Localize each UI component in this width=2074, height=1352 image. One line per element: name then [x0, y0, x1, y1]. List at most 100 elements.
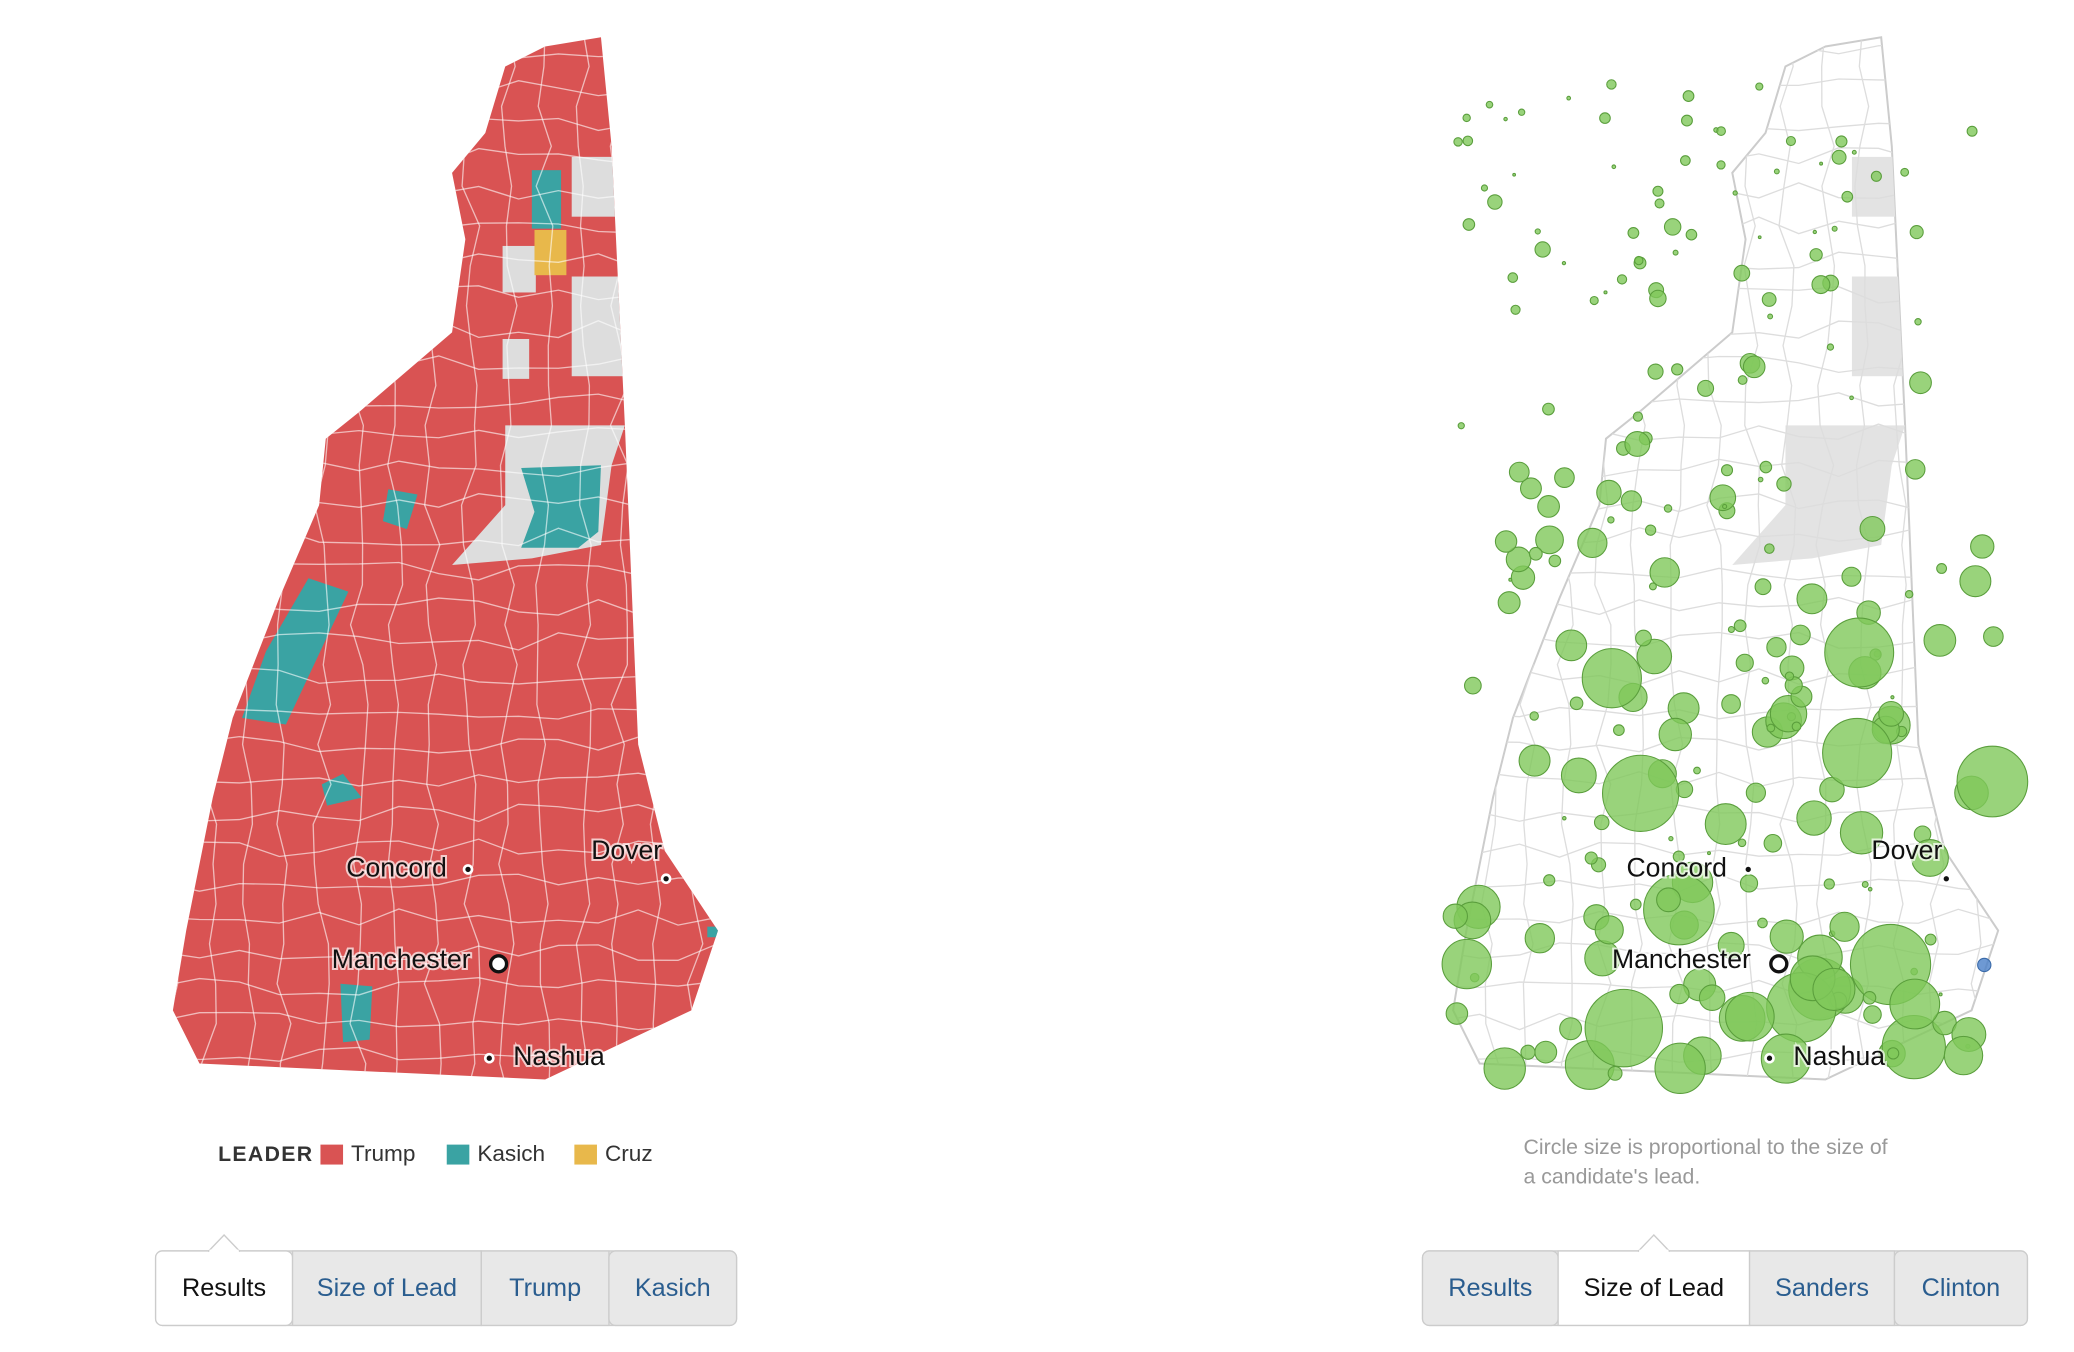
town-border — [1453, 286, 1999, 304]
town-border — [1453, 251, 1999, 270]
town-border — [2002, 27, 2020, 1104]
tab[interactable] — [1748, 1250, 1896, 1327]
town-border — [172, 115, 718, 132]
town-border — [1453, 320, 1999, 339]
city-dot — [1764, 1052, 1775, 1064]
lead-circle — [1849, 395, 1854, 401]
lead-circle — [1616, 274, 1628, 285]
lead-circle — [1761, 676, 1770, 685]
lead-circle — [1704, 803, 1747, 846]
tab[interactable] — [608, 1250, 738, 1327]
town-border — [172, 319, 718, 340]
lead-circle — [1613, 724, 1625, 737]
lead-circle — [1870, 170, 1882, 182]
tab-label[interactable]: Size of Lead — [317, 1274, 457, 1302]
lead-circle — [1862, 991, 1877, 1005]
legend-label: Trump — [351, 1141, 415, 1166]
tab[interactable] — [480, 1250, 610, 1327]
lead-circle — [1764, 543, 1775, 554]
lead-circle — [1599, 112, 1611, 124]
tab[interactable] — [291, 1250, 482, 1327]
town-border — [172, 218, 718, 235]
tab-label[interactable]: Sanders — [1775, 1274, 1869, 1302]
lead-circle — [1737, 838, 1747, 848]
lead-circle — [1584, 988, 1664, 1068]
lead-circle — [1652, 185, 1664, 197]
lead-circle — [1970, 534, 1995, 559]
lead-circle — [1956, 745, 2029, 818]
lead-circle — [1784, 671, 1795, 681]
tab-label[interactable]: Size of Lead — [1584, 1274, 1724, 1302]
town-border — [172, 873, 718, 892]
lead-circle — [1889, 978, 1941, 1030]
lead-circle — [1534, 228, 1541, 235]
tab-label[interactable]: Clinton — [1922, 1274, 2001, 1302]
town-border — [172, 43, 718, 62]
lead-circle — [1462, 218, 1476, 231]
lead-circle — [1878, 700, 1905, 727]
lead-circle — [1627, 227, 1640, 239]
lead-circle — [1643, 873, 1715, 946]
lead-circle — [1603, 290, 1608, 295]
lead-circle — [1733, 264, 1751, 282]
lead-circle — [1636, 638, 1673, 675]
town-border — [172, 708, 718, 720]
city-dot — [1940, 873, 1952, 885]
note: a candidate's lead. — [1524, 1164, 1701, 1188]
lead-circle — [1668, 835, 1674, 842]
town-border — [1453, 769, 1999, 788]
lead-circle — [1519, 477, 1542, 500]
lead-circle — [1835, 135, 1848, 148]
city-dot — [488, 954, 509, 974]
lead-circle — [1682, 90, 1695, 102]
lead-circle — [1791, 721, 1802, 732]
lead-circle — [1508, 577, 1513, 582]
lead-circle — [1654, 1042, 1706, 1094]
tab-label[interactable]: Kasich — [635, 1274, 711, 1302]
tab-pointer-cover — [209, 1249, 239, 1254]
lead-circle — [1624, 431, 1651, 457]
lead-circle — [1601, 754, 1680, 832]
lead-circle — [1936, 563, 1948, 574]
lead-circle — [1759, 460, 1773, 474]
lead-circle — [1594, 915, 1624, 945]
lead-circle — [1698, 984, 1726, 1011]
lead-circle — [1757, 476, 1764, 483]
lead-circle — [1649, 557, 1680, 588]
lead-circle — [1822, 717, 1893, 789]
town-border — [722, 27, 740, 1104]
lead-circle — [1725, 991, 1775, 1042]
tab[interactable] — [1557, 1250, 1751, 1327]
lead-circle — [1831, 225, 1838, 232]
city-label: Nashua — [1793, 1041, 1885, 1071]
lead-circle — [1924, 933, 1937, 946]
lead-circle — [1776, 476, 1792, 492]
lead-circle — [1508, 461, 1530, 483]
lead-circle — [1911, 839, 1949, 877]
lead-circle — [1518, 744, 1551, 777]
town-border — [575, 37, 592, 1080]
lead-circle — [1760, 1033, 1811, 1084]
lead-circle — [1634, 255, 1644, 266]
lead-circle — [1859, 515, 1886, 542]
town-border — [1453, 841, 1999, 858]
lead-circle — [1737, 375, 1748, 385]
tab-label[interactable]: Results — [1448, 1274, 1532, 1302]
tab-label[interactable]: Results — [182, 1274, 266, 1302]
lead-circle — [1497, 591, 1521, 615]
lead-circle — [1886, 1047, 1900, 1060]
tab[interactable] — [1893, 1250, 2029, 1327]
lead-circle — [1607, 516, 1615, 524]
city-label: Dover — [591, 835, 662, 865]
lead-circle — [1528, 546, 1543, 561]
town-border — [1453, 43, 1999, 59]
lead-circle — [1900, 167, 1910, 177]
lead-circle — [1757, 235, 1762, 240]
legend-title: LEADER — [218, 1142, 313, 1166]
lead-circle — [1819, 161, 1824, 166]
legend-swatch — [446, 1144, 470, 1165]
lead-circle — [1529, 711, 1539, 721]
tab-pointer-cover — [1639, 1249, 1669, 1254]
tab-label[interactable]: Trump — [509, 1274, 581, 1302]
